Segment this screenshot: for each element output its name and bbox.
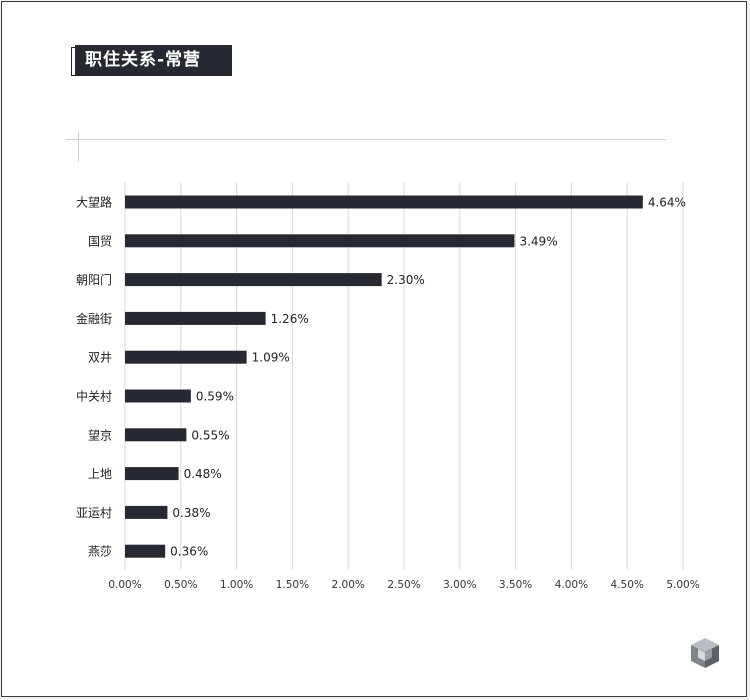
bar [125, 389, 191, 403]
x-tick-label: 1.00% [220, 579, 253, 591]
category-label: 双井 [88, 351, 112, 365]
value-label: 4.64% [648, 196, 686, 210]
bar [125, 350, 247, 364]
category-label: 亚运村 [76, 506, 112, 520]
x-tick-label: 2.00% [332, 579, 365, 591]
bar [125, 505, 168, 519]
x-tick-label: 4.50% [611, 579, 644, 591]
x-tick-label: 4.00% [555, 579, 588, 591]
bar [125, 195, 643, 209]
value-label: 2.30% [387, 273, 425, 287]
x-tick-label: 2.50% [387, 579, 420, 591]
bar [125, 311, 266, 325]
value-label: 1.09% [252, 351, 290, 365]
header-divider [66, 139, 666, 140]
value-label: 0.48% [184, 467, 222, 481]
category-label: 朝阳门 [76, 272, 112, 287]
bar [125, 234, 515, 248]
category-label: 燕莎 [88, 545, 112, 559]
x-tick-label: 0.50% [164, 579, 197, 591]
category-label: 望京 [88, 428, 112, 442]
value-label: 1.26% [271, 312, 309, 326]
cube-logo-icon [691, 638, 719, 668]
x-tick-label: 0.00% [108, 579, 141, 591]
bar [125, 428, 187, 442]
x-tick-label: 1.50% [276, 579, 309, 591]
category-label: 国贸 [88, 234, 112, 248]
category-label: 中关村 [76, 389, 112, 404]
value-label: 0.36% [170, 545, 208, 559]
x-tick-label: 3.50% [499, 579, 532, 591]
x-tick-label: 3.00% [443, 579, 476, 591]
bar [125, 273, 382, 287]
category-label: 金融街 [76, 311, 112, 326]
value-label: 0.55% [191, 428, 229, 442]
value-label: 3.49% [519, 234, 557, 248]
value-label: 0.59% [196, 390, 234, 404]
category-label: 上地 [88, 467, 112, 481]
bar [125, 544, 166, 558]
value-label: 0.38% [172, 506, 210, 520]
chart-title: 职住关系-常营 [75, 45, 232, 76]
x-tick-label: 5.00% [666, 579, 699, 591]
category-label: 大望路 [76, 195, 112, 210]
bar [125, 467, 179, 481]
header-divider-tick [78, 132, 79, 162]
